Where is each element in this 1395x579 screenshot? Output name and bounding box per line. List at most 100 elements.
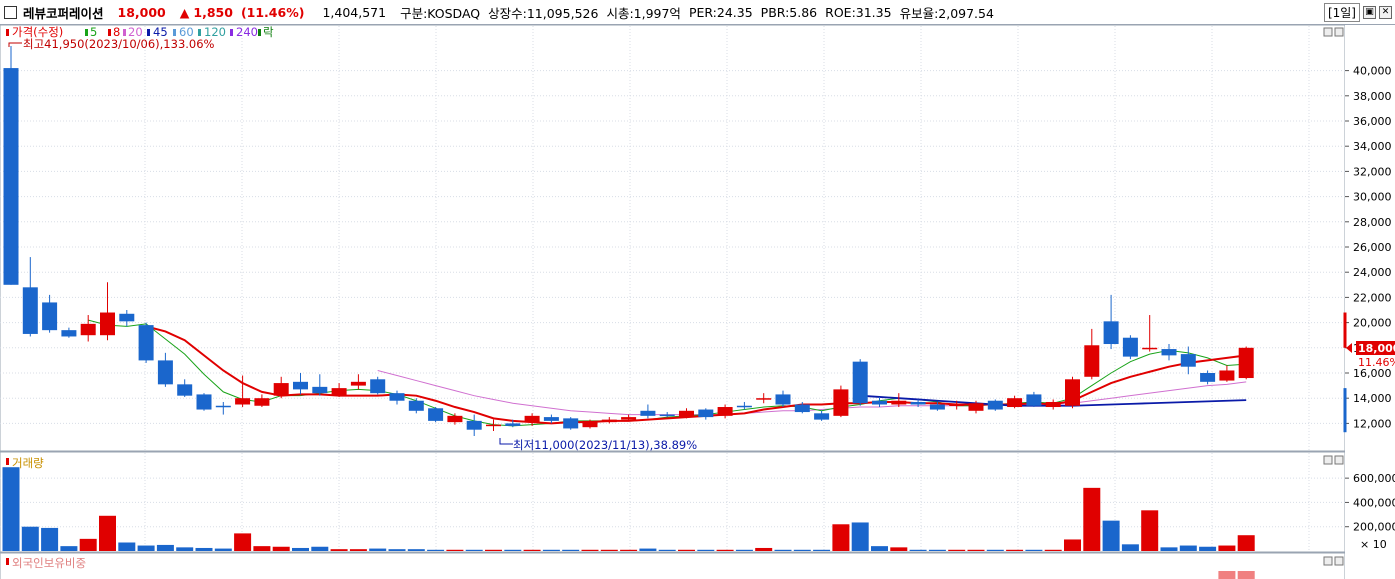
close-icon[interactable]: ✕ — [1379, 5, 1392, 19]
panel-close-icon[interactable] — [1334, 27, 1344, 37]
price-tick-14: 40,000 — [1353, 65, 1392, 78]
volume-bar — [2, 467, 20, 551]
volume-close-icon[interactable] — [1334, 455, 1344, 465]
volume-tick-0: 200,000 — [1353, 521, 1395, 534]
volume-bar — [523, 549, 541, 551]
candle-body — [929, 404, 945, 410]
candle-body — [22, 287, 38, 334]
volume-bar — [620, 549, 638, 551]
price-legend: 가격(수정) 5 8 20 45 60 120 240 락 — [6, 25, 274, 39]
candle-body — [1065, 379, 1080, 406]
candle-body — [968, 403, 984, 411]
volume-bar — [427, 549, 445, 551]
volume-bar — [292, 547, 309, 551]
stock-name[interactable]: 레뷰코퍼레이션 — [23, 5, 104, 21]
candle-body — [1200, 373, 1216, 382]
volume-bar — [79, 538, 97, 551]
candle-body — [254, 398, 270, 406]
period-selector[interactable]: [1일] — [1323, 2, 1360, 22]
volume-bar — [118, 542, 136, 551]
trade-volume: 1,404,571 — [322, 4, 387, 20]
candle-body — [1103, 321, 1119, 345]
volume-bar — [1141, 510, 1159, 551]
current-price-tag-pct: 11.46% — [1358, 356, 1395, 369]
volume-bar — [195, 547, 213, 551]
volume-bars — [2, 467, 1255, 551]
price-tick-8: 28,000 — [1353, 216, 1392, 229]
volume-bar — [156, 544, 174, 551]
volume-bar — [678, 549, 695, 551]
volume-bar — [465, 549, 483, 551]
low-marker-icon — [499, 438, 513, 445]
price-change: 1,850 — [193, 4, 233, 20]
candle-body — [775, 394, 791, 405]
candle-body — [949, 404, 965, 406]
current-price-tag-value: 18,000 — [1358, 342, 1395, 355]
volume-bar — [928, 549, 946, 551]
volume-tick-1: 400,000 — [1353, 496, 1395, 509]
price-tick-7: 26,000 — [1353, 241, 1392, 254]
current-price-pointer-icon — [1346, 343, 1352, 353]
foreign-close-icon[interactable] — [1334, 556, 1344, 566]
volume-bar — [1199, 546, 1217, 551]
legend-ma120: 120 — [204, 25, 226, 39]
volume-bar — [600, 549, 618, 551]
candle-body — [273, 383, 289, 396]
volume-maximize-icon[interactable] — [1323, 455, 1333, 465]
price-panel-frame — [0, 24, 1346, 452]
volume-bar — [813, 549, 831, 551]
select-checkbox[interactable] — [4, 5, 17, 19]
legend-ma45: 45 — [153, 25, 168, 39]
volume-bar — [137, 545, 155, 551]
price-tick-9: 30,000 — [1353, 191, 1392, 204]
volume-bar — [832, 524, 850, 551]
candle-body — [1142, 347, 1158, 350]
volume-bar — [60, 546, 78, 551]
candle-body — [736, 405, 752, 408]
volume-panel-title: 거래량 — [12, 456, 44, 470]
price-tick-4: 20,000 — [1353, 317, 1392, 330]
volume-bar — [1064, 539, 1081, 551]
candle-body — [852, 361, 868, 404]
volume-bar — [369, 548, 387, 551]
reserve-ratio: 유보율:2,097.54 — [899, 5, 994, 21]
candle-body — [157, 360, 173, 385]
candle-body — [61, 330, 77, 337]
current-price: 18,000 — [117, 4, 166, 20]
high-marker-icon — [8, 42, 22, 47]
volume-bar — [793, 549, 811, 551]
candle-body — [293, 381, 308, 390]
grid-lines — [0, 26, 1345, 551]
volume-bar — [658, 549, 676, 551]
volume-bar — [1121, 544, 1139, 551]
candle-body — [100, 312, 115, 336]
market-cap: 시총:1,997억 — [606, 5, 681, 21]
axis-area — [1345, 25, 1395, 579]
volume-bar — [986, 549, 1004, 551]
panel-maximize-icon[interactable] — [1323, 27, 1333, 37]
price-tick-2: 16,000 — [1353, 367, 1392, 380]
volume-multiplier: × 10 — [1360, 538, 1387, 551]
roe-value: ROE:31.35 — [825, 4, 892, 20]
candle-series — [3, 46, 1254, 436]
candle-body — [1161, 349, 1177, 356]
volume-bar — [1025, 549, 1043, 551]
volume-bar — [1160, 547, 1178, 551]
volume-bar — [272, 546, 290, 551]
volume-bar — [214, 548, 232, 551]
candle-body — [505, 423, 521, 426]
volume-bar — [1218, 545, 1236, 551]
volume-bar — [562, 549, 580, 551]
volume-bar — [697, 549, 715, 551]
volume-bar — [735, 549, 753, 551]
foreign-maximize-icon[interactable] — [1323, 556, 1333, 566]
maximize-icon[interactable]: ▣ — [1363, 5, 1376, 19]
candle-body — [138, 325, 154, 361]
candle-body — [428, 408, 444, 421]
foreign-bar — [1218, 571, 1236, 579]
candle-body — [1007, 398, 1023, 408]
pbr-value: PBR:5.86 — [760, 4, 818, 20]
volume-bar — [253, 546, 271, 551]
candle-body — [659, 414, 675, 417]
